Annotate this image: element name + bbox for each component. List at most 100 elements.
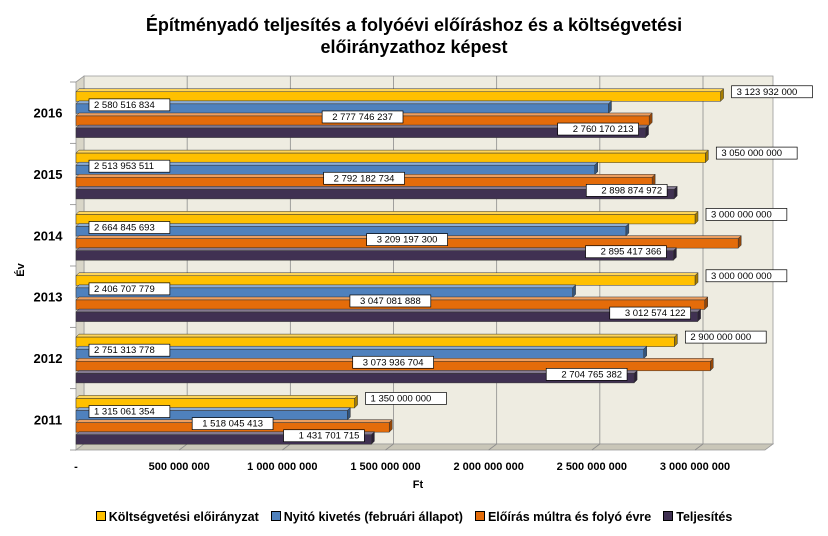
bar-top-face — [75, 88, 725, 93]
gridline-floor — [282, 443, 291, 451]
data-label-box — [585, 184, 668, 197]
bar-top-face — [75, 149, 709, 154]
legend-label: Előírás múltra és folyó évre — [487, 510, 652, 524]
data-label-box — [283, 429, 365, 443]
data-label: 3 047 081 888 — [360, 296, 421, 307]
bar — [75, 152, 706, 163]
bar — [75, 91, 721, 102]
y-category-label: 2015 — [34, 167, 63, 182]
y-category-label: 2012 — [34, 351, 63, 366]
y-category-label: 2013 — [34, 290, 63, 305]
bar-top-face — [75, 272, 699, 277]
bar-top-face — [75, 308, 702, 313]
bar — [75, 311, 698, 322]
y-axis-title: Év — [14, 262, 27, 276]
data-label: 3 000 000 000 — [711, 271, 772, 282]
data-label-box — [731, 85, 813, 99]
chart-title-line-1: Építményadó teljesítés a folyóévi előírá… — [145, 15, 683, 35]
data-label-box — [88, 221, 171, 234]
x-tick-label: 1 000 000 000 — [247, 461, 317, 473]
data-label: 2 751 313 778 — [94, 345, 155, 356]
bar — [75, 127, 646, 138]
x-tick-label: 500 000 000 — [149, 461, 210, 473]
x-axis-title: Ft — [413, 479, 424, 491]
legend-swatch — [663, 511, 674, 521]
data-label: 3 123 932 000 — [737, 87, 798, 98]
legend-item: Teljesítés — [663, 510, 732, 524]
data-label-box — [88, 343, 171, 357]
data-label-box — [366, 233, 448, 246]
data-label: 2 777 746 237 — [332, 112, 393, 123]
x-tick-label: 1 500 000 000 — [350, 461, 420, 473]
data-label-box — [88, 282, 171, 296]
data-label: 3 000 000 000 — [711, 209, 772, 220]
data-label: 2 898 874 972 — [601, 185, 662, 196]
y-category-label: 2011 — [34, 412, 62, 427]
legend-swatch — [474, 511, 485, 521]
bar-top-face — [75, 395, 359, 399]
data-label-box — [88, 405, 171, 418]
gridline-floor — [694, 443, 704, 451]
x-tick-label: 3 000 000 000 — [660, 461, 730, 473]
data-label: 2 664 845 693 — [94, 223, 155, 234]
x-tick-label: 2 000 000 000 — [453, 461, 523, 473]
data-label: 3 012 574 122 — [625, 308, 686, 319]
data-label-box — [715, 146, 798, 160]
data-label: 2 895 417 366 — [601, 247, 662, 258]
data-label-box — [349, 294, 432, 308]
data-label: 2 580 516 834 — [94, 100, 155, 111]
bar — [75, 250, 674, 261]
legend-label: Nyitó kivetés (februári állapot) — [283, 510, 463, 524]
data-label-box — [323, 171, 405, 185]
data-label-box — [705, 208, 788, 221]
data-label: 1 350 000 000 — [371, 393, 432, 404]
legend-item: Költségvetési előirányzat — [95, 510, 259, 524]
gridline-floor — [178, 443, 188, 451]
data-label: 1 315 061 354 — [94, 407, 155, 418]
data-label-box — [88, 98, 171, 112]
bar — [75, 434, 372, 445]
legend-item: Előírás múltra és folyó évre — [474, 510, 652, 524]
data-label-box — [545, 368, 628, 381]
data-label-box — [585, 245, 667, 259]
data-label: 2 704 765 382 — [561, 369, 622, 380]
plot-floor — [74, 443, 775, 451]
data-label-box — [321, 110, 404, 124]
data-label-box — [557, 122, 639, 136]
data-label: 2 792 182 734 — [334, 173, 395, 184]
bar-top-face — [75, 211, 699, 215]
data-label: 2 513 953 511 — [94, 161, 154, 172]
legend-label: Teljesítés — [676, 510, 733, 524]
data-label-box — [88, 159, 171, 173]
data-label: 1 518 045 413 — [202, 419, 263, 430]
data-label: 1 431 701 715 — [299, 431, 360, 442]
gridline-floor — [488, 443, 497, 451]
y-category-label: 2016 — [34, 106, 63, 121]
gridline-floor — [591, 443, 601, 451]
data-label-box — [352, 355, 434, 369]
data-label: 2 760 170 213 — [573, 124, 634, 135]
data-label-box — [705, 269, 788, 283]
y-category-label: 2014 — [34, 228, 64, 243]
data-label-box — [365, 392, 447, 405]
data-label: 3 209 197 300 — [377, 235, 438, 246]
data-label-box — [609, 306, 691, 320]
gridline-floor — [385, 443, 394, 451]
legend-swatch — [95, 511, 106, 521]
data-label: 3 073 936 704 — [363, 357, 424, 368]
data-label-box — [685, 330, 767, 344]
chart-title: Építményadó teljesítés a folyóévi előírá… — [0, 14, 828, 58]
chart-title-line-2: előirányzathoz képest — [320, 37, 508, 57]
data-label-box — [191, 417, 274, 430]
legend-item: Nyitó kivetés (februári állapot) — [270, 510, 463, 524]
legend-label: Költségvetési előirányzat — [108, 510, 259, 524]
legend: Költségvetési előirányzat Nyitó kivetés (… — [0, 510, 828, 524]
legend-swatch — [270, 511, 281, 521]
bar — [75, 373, 635, 384]
x-tick-label: - — [74, 461, 78, 473]
data-label: 2 406 707 779 — [94, 284, 155, 295]
bar — [75, 189, 675, 200]
data-label: 3 050 000 000 — [721, 148, 782, 159]
x-tick-label: 2 500 000 000 — [557, 461, 627, 473]
